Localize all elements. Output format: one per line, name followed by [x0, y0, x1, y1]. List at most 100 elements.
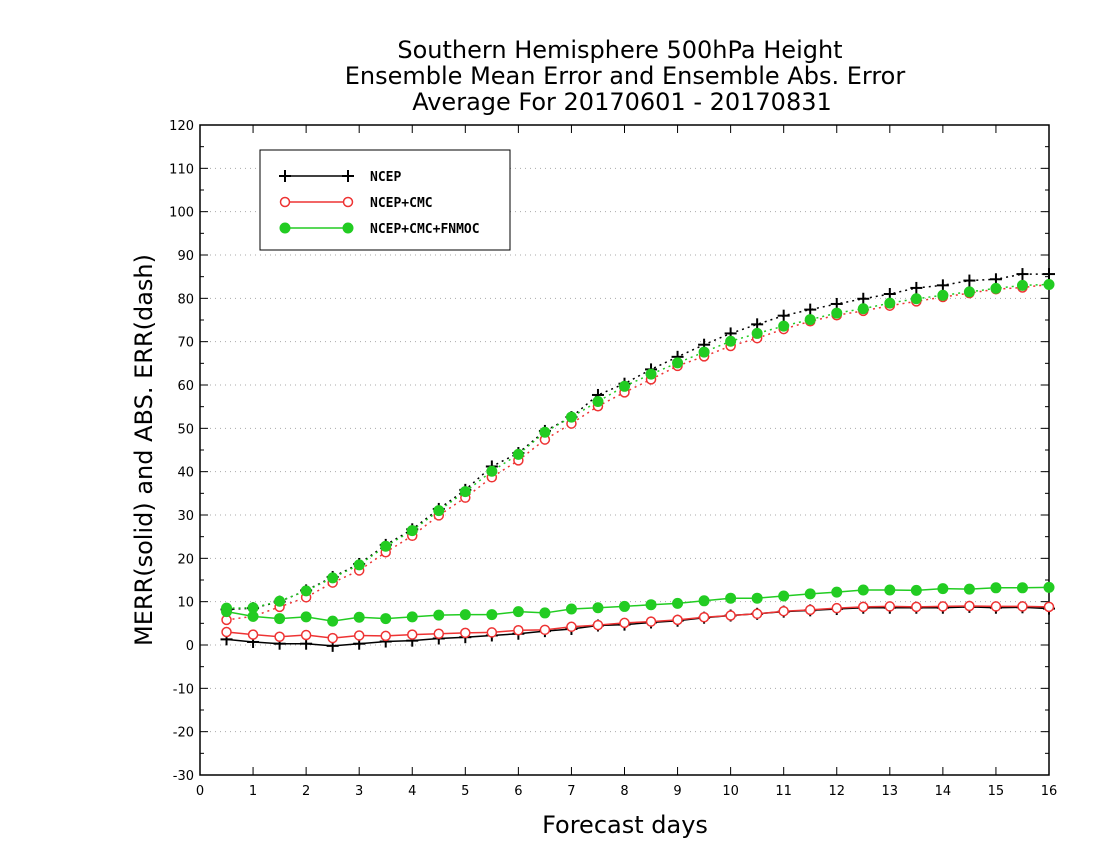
abserr-point-ncep-cmc-fnmoc — [565, 411, 577, 423]
merr-point-ncep-cmc — [592, 619, 604, 631]
merr-point-ncep-cmc — [566, 621, 577, 633]
merr-point-ncep-cmc-fnmoc — [645, 599, 657, 611]
merr-point-ncep-cmc — [300, 629, 312, 641]
merr-point-ncep-cmc — [460, 627, 471, 639]
merr-point-ncep-cmc — [831, 602, 842, 614]
x-tick-label: 0 — [196, 784, 204, 799]
y-tick-label: 40 — [177, 466, 194, 481]
merr-point-ncep-cmc-fnmoc — [459, 609, 471, 621]
x-tick-label: 15 — [988, 784, 1005, 799]
merr-point-ncep-cmc-fnmoc — [380, 613, 392, 625]
y-tick-label: 70 — [177, 336, 194, 351]
legend-entry-ncep-cmc: NCEP+CMC — [279, 196, 433, 211]
merr-point-ncep-cmc — [1017, 601, 1028, 612]
abserr-point-ncep-cmc-fnmoc — [327, 572, 339, 584]
merr-point-ncep-cmc-fnmoc — [539, 607, 551, 619]
merr-point-ncep-cmc — [698, 612, 710, 623]
abserr-point-ncep-cmc-fnmoc — [910, 293, 922, 305]
abserr-point-ncep-cmc-fnmoc — [1016, 279, 1028, 291]
series-ncep-cmc — [221, 279, 1055, 644]
merr-line-ncep — [226, 606, 1050, 647]
abserr-point-ncep-cmc-fnmoc — [486, 465, 498, 477]
series-ncep — [220, 268, 1055, 652]
abserr-line-ncep — [226, 273, 1049, 611]
y-tick-label: 20 — [177, 552, 194, 567]
merr-point-ncep-cmc-fnmoc — [565, 603, 577, 615]
abserr-point-ncep-cmc-fnmoc — [300, 585, 312, 597]
gridlines — [200, 167, 1049, 733]
merr-point-ncep-cmc-fnmoc — [486, 609, 498, 621]
merr-point-ncep-cmc-fnmoc — [725, 592, 737, 604]
series-ncep-cmc-fnmoc — [221, 278, 1055, 627]
merr-point-ncep-cmc-fnmoc — [937, 583, 949, 595]
merr-point-ncep-cmc-fnmoc — [1016, 582, 1028, 594]
abserr-point-ncep-cmc-fnmoc — [592, 395, 604, 407]
abserr-point-ncep-cmc-fnmoc — [751, 327, 763, 339]
merr-point-ncep-cmc-fnmoc — [353, 611, 365, 623]
merr-point-ncep-cmc — [486, 627, 498, 638]
abserr-point-ncep-cmc-fnmoc — [459, 486, 471, 498]
y-tick-label: 90 — [177, 249, 194, 264]
abserr-point-ncep-cmc-fnmoc — [539, 426, 551, 438]
legend-label: NCEP+CMC — [370, 196, 433, 211]
x-tick-label: 10 — [722, 784, 739, 799]
abserr-point-ncep-cmc-fnmoc — [221, 602, 233, 614]
abserr-point-ncep-cmc-fnmoc — [645, 368, 657, 380]
merr-point-ncep-cmc — [221, 626, 232, 638]
abserr-line-ncep-cmc — [226, 283, 1050, 621]
abserr-point-ncep-cmc-fnmoc — [884, 297, 896, 309]
legend-box — [259, 149, 511, 251]
abserr-point-ncep-cmc-fnmoc — [247, 602, 259, 614]
merr-point-ncep-cmc-fnmoc — [751, 592, 763, 604]
abserr-point-ncep — [857, 292, 870, 305]
merr-point-ncep-cmc-fnmoc — [831, 586, 843, 598]
merr-point-ncep-cmc-fnmoc — [884, 584, 896, 596]
x-tick-label: 1 — [249, 784, 257, 799]
abserr-point-ncep — [1043, 268, 1055, 281]
abserr-point-ncep-cmc-fnmoc — [725, 335, 737, 347]
merr-point-ncep-cmc — [858, 601, 869, 613]
chart-title: Southern Hemisphere 500hPa Height Ensemb… — [345, 36, 906, 116]
title-line-3: Average For 20170601 - 20170831 — [412, 88, 832, 116]
abserr-point-ncep — [1016, 268, 1029, 281]
x-tick-label: 4 — [408, 784, 416, 799]
y-tick-label: -10 — [173, 682, 194, 697]
merr-point-ncep-cmc-fnmoc — [327, 615, 339, 627]
merr-point-ncep-cmc — [327, 632, 338, 644]
y-tick-label: 120 — [169, 119, 194, 134]
y-tick-label: -30 — [173, 769, 194, 784]
title-line-2: Ensemble Mean Error and Ensemble Abs. Er… — [345, 62, 906, 90]
merr-point-ncep-cmc — [778, 605, 789, 617]
abserr-point-ncep-cmc-fnmoc — [353, 559, 365, 571]
abserr-point-ncep — [804, 303, 817, 316]
merr-point-ncep-cmc — [433, 628, 445, 639]
merr-point-ncep-cmc — [407, 629, 418, 640]
legend-label: NCEP+CMC+FNMOC — [370, 222, 480, 237]
y-axis-label: MERR(solid) and ABS. ERR(dash) — [130, 254, 158, 646]
merr-point-ncep-cmc-fnmoc — [274, 613, 286, 625]
abserr-point-ncep-cmc-fnmoc — [937, 289, 949, 301]
legend-marker-right — [342, 222, 354, 234]
merr-point-ncep-cmc-fnmoc — [619, 600, 630, 612]
merr-point-ncep-cmc — [539, 624, 551, 636]
plot-frame — [199, 124, 1050, 776]
merr-point-ncep-cmc — [1043, 601, 1055, 613]
merr-point-ncep-cmc — [937, 601, 949, 612]
merr-point-ncep-cmc-fnmoc — [910, 584, 922, 596]
legend: NCEP NCEP+CMC NCEP+CMC+FNMOC — [259, 149, 511, 251]
abserr-point-ncep — [936, 279, 949, 292]
axes — [199, 124, 1050, 776]
merr-point-ncep-cmc-fnmoc — [698, 595, 710, 607]
x-tick-label: 8 — [620, 784, 628, 799]
x-tick-label: 5 — [461, 784, 469, 799]
x-axis-label: Forecast days — [542, 811, 708, 839]
merr-point-ncep-cmc-fnmoc — [300, 611, 312, 623]
abserr-point-ncep-cmc-fnmoc — [831, 307, 843, 319]
y-tick-label: 80 — [177, 292, 194, 307]
series-layer — [220, 268, 1055, 652]
merr-point-ncep-cmc-fnmoc — [1043, 581, 1055, 593]
merr-point-ncep-cmc — [513, 625, 524, 636]
abserr-point-ncep — [910, 281, 923, 294]
abserr-point-ncep-cmc-fnmoc — [406, 525, 418, 537]
